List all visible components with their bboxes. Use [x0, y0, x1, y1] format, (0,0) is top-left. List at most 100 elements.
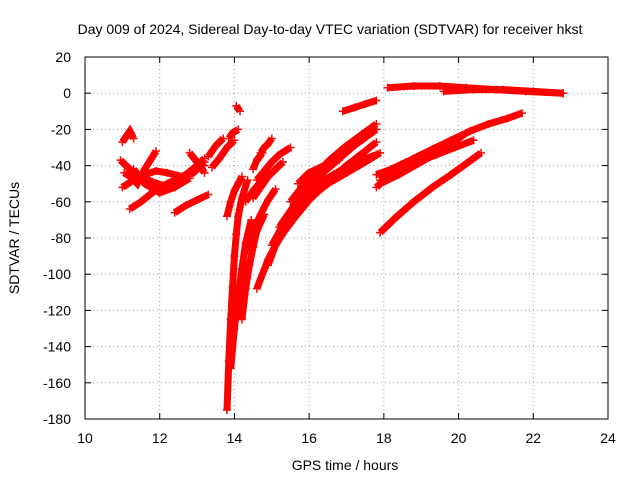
data-point-marker: [469, 85, 478, 94]
data-point-marker: [118, 183, 127, 192]
data-series-arc-22: [257, 136, 275, 155]
y-tick-label: -80: [51, 230, 71, 246]
data-point-marker: [469, 136, 478, 145]
data-point-marker: [237, 172, 246, 181]
data-point-marker: [286, 197, 295, 206]
data-point-marker: [376, 228, 385, 237]
data-point-marker: [372, 170, 381, 179]
data-point-marker: [185, 174, 194, 183]
data-point-marker: [286, 206, 295, 215]
data-point-marker: [379, 176, 388, 185]
data-point-marker: [228, 129, 237, 138]
data-point-marker: [462, 129, 471, 138]
data-point-marker: [275, 223, 284, 232]
data-point-marker: [264, 195, 273, 204]
data-series-arc-29: [341, 97, 378, 115]
data-point-marker: [256, 183, 265, 192]
data-point-marker: [529, 87, 538, 96]
x-tick-label: 12: [152, 430, 168, 446]
data-point-marker: [256, 210, 265, 219]
data-point-marker: [260, 143, 269, 152]
data-series-arc-10: [209, 137, 237, 170]
data-point-marker: [293, 208, 302, 217]
y-tick-label: -20: [51, 121, 71, 137]
data-point-marker: [252, 284, 261, 293]
data-point-marker: [417, 152, 426, 161]
data-point-marker: [234, 212, 243, 221]
x-axis-label: GPS time / hours: [292, 457, 399, 473]
data-point-marker: [200, 168, 209, 177]
y-axis-label: SDTVAR / TECUs: [6, 182, 22, 294]
data-point-marker: [155, 188, 164, 197]
data-point-marker: [129, 134, 138, 143]
y-tick-label: -60: [51, 194, 71, 210]
data-series-arc-1: [119, 124, 137, 145]
data-point-marker: [230, 252, 239, 261]
data-point-marker: [264, 172, 273, 181]
data-series-arc-14: [227, 219, 255, 369]
data-point-marker: [208, 163, 217, 172]
data-point-marker: [237, 315, 246, 324]
data-point-marker: [372, 119, 381, 128]
data-point-marker: [163, 168, 172, 177]
data-point-marker: [286, 143, 295, 152]
y-tick-label: -40: [51, 158, 71, 174]
x-tick-label: 14: [227, 430, 243, 446]
data-point-marker: [402, 157, 411, 166]
data-point-marker: [140, 165, 149, 174]
series-layer: [116, 81, 568, 414]
data-point-marker: [503, 114, 512, 123]
data-point-marker: [267, 241, 276, 250]
data-point-marker: [151, 167, 160, 176]
data-point-marker: [409, 197, 418, 206]
data-point-marker: [267, 134, 276, 143]
data-point-marker: [204, 190, 213, 199]
data-point-marker: [122, 132, 131, 141]
data-point-marker: [241, 284, 250, 293]
data-point-marker: [264, 261, 273, 270]
data-point-marker: [249, 165, 258, 174]
data-point-marker: [293, 179, 302, 188]
data-point-marker: [447, 170, 456, 179]
data-point-marker: [243, 176, 252, 185]
y-tick-label: -180: [43, 411, 71, 427]
data-point-marker: [391, 214, 400, 223]
data-point-marker: [518, 109, 527, 118]
data-point-marker: [232, 230, 241, 239]
data-point-marker: [342, 141, 351, 150]
data-point-marker: [278, 157, 287, 166]
data-point-marker: [193, 157, 202, 166]
data-point-marker: [376, 148, 385, 157]
data-point-marker: [372, 138, 381, 147]
data-point-marker: [409, 81, 418, 90]
data-point-marker: [120, 168, 129, 177]
data-point-marker: [230, 186, 239, 195]
data-series-arc-35: [375, 153, 423, 178]
y-tick-label: 0: [63, 85, 71, 101]
data-point-marker: [226, 364, 235, 373]
x-tick-label: 16: [301, 430, 317, 446]
data-point-marker: [234, 125, 243, 134]
data-point-marker: [211, 141, 220, 150]
data-point-marker: [237, 264, 246, 273]
data-point-marker: [245, 261, 254, 270]
data-point-marker: [462, 159, 471, 168]
data-point-marker: [170, 183, 179, 192]
data-point-marker: [335, 156, 344, 165]
x-tick-label: 24: [600, 430, 616, 446]
x-tick-label: 20: [451, 430, 467, 446]
data-series-arc-7: [172, 191, 210, 216]
y-tick-label: 20: [55, 49, 71, 65]
data-point-marker: [181, 201, 190, 210]
data-point-marker: [224, 134, 233, 143]
data-point-marker: [204, 152, 213, 161]
y-tick-label: -140: [43, 339, 71, 355]
x-tick-label: 10: [77, 430, 93, 446]
x-tick-label: 22: [525, 430, 541, 446]
data-point-marker: [357, 156, 366, 165]
data-point-marker: [125, 205, 134, 214]
data-point-marker: [137, 197, 146, 206]
data-point-marker: [432, 150, 441, 159]
data-point-marker: [465, 127, 474, 136]
data-point-marker: [439, 87, 448, 96]
